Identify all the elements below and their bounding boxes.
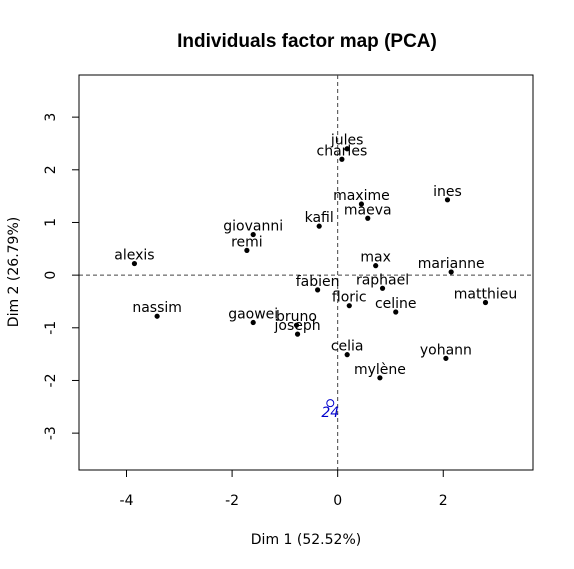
- point-label-8: alexis: [114, 248, 154, 264]
- point-17: [250, 319, 256, 326]
- y-tick-label: 1: [43, 218, 59, 227]
- point-6: [250, 231, 256, 238]
- point-11: [315, 287, 321, 293]
- point-label-9: max: [360, 250, 391, 266]
- y-tick-label: -1: [43, 321, 59, 335]
- point-label-10: marianne: [418, 256, 485, 272]
- y-axis-label: Dim 2 (26.79%): [6, 217, 22, 327]
- point-7: [244, 247, 250, 253]
- point-21: [443, 355, 449, 361]
- point-0: [344, 146, 350, 152]
- point-2: [444, 197, 451, 203]
- y-axis: -3 -2 -1 0 1 2 3: [43, 113, 80, 440]
- point-label-0: jules: [330, 133, 364, 149]
- point-label-2: ines: [433, 184, 462, 200]
- point-label-7: remi: [231, 234, 263, 250]
- point-label-16: nassim: [132, 300, 182, 316]
- point-13: [346, 303, 352, 309]
- y-tick-label: -3: [43, 426, 59, 440]
- point-20: [344, 352, 350, 358]
- point-label-4: maeva: [344, 202, 392, 218]
- plot-area-frame: [78, 74, 534, 471]
- supp-point-0: [326, 399, 335, 408]
- point-label-13: floric: [332, 290, 367, 306]
- y-tick-label: 2: [43, 165, 59, 174]
- point-15: [393, 309, 399, 315]
- point-label-12: raphael: [356, 272, 409, 288]
- y-tick-label: 3: [43, 113, 59, 122]
- point-label-19: joseph: [273, 318, 320, 334]
- x-axis-label: Dim 1 (52.52%): [251, 532, 361, 548]
- x-tick-label: -2: [225, 493, 239, 509]
- x-tick-label: -4: [120, 493, 134, 509]
- point-label-14: matthieu: [454, 287, 517, 303]
- point-8: [131, 260, 138, 267]
- point-4: [365, 215, 371, 221]
- point-1: [339, 156, 345, 162]
- x-tick-label: 0: [333, 493, 342, 509]
- y-tick-label: 0: [43, 271, 59, 280]
- point-label-20: celia: [331, 339, 364, 355]
- x-axis: -4 -2 0 2: [120, 469, 448, 509]
- point-19: [294, 331, 301, 337]
- point-label-18: bruno: [276, 309, 317, 325]
- reference-lines: [79, 75, 533, 470]
- point-18: [293, 322, 300, 328]
- point-label-6: giovanni: [223, 219, 283, 235]
- point-label-17: gaowei: [228, 307, 278, 323]
- point-label-21: yohann: [420, 342, 472, 358]
- point-3: [358, 201, 365, 207]
- chart-title: Individuals factor map (PCA): [177, 31, 437, 52]
- point-14: [482, 299, 489, 306]
- point-label-5: kafil: [305, 210, 334, 226]
- point-22: [377, 375, 383, 381]
- point-12: [379, 285, 386, 291]
- point-label-11: fabien: [296, 274, 340, 290]
- supp-point-label-0: 24: [321, 405, 339, 421]
- point-label-3: maxime: [333, 188, 390, 204]
- x-tick-label: 2: [439, 493, 448, 509]
- point-label-15: celine: [375, 296, 417, 312]
- point-10: [448, 269, 454, 275]
- point-5: [316, 223, 322, 229]
- y-tick-label: -2: [43, 373, 59, 387]
- point-label-1: charles: [317, 143, 368, 159]
- point-label-22: mylène: [354, 362, 406, 378]
- point-16: [154, 313, 160, 319]
- point-9: [373, 263, 379, 269]
